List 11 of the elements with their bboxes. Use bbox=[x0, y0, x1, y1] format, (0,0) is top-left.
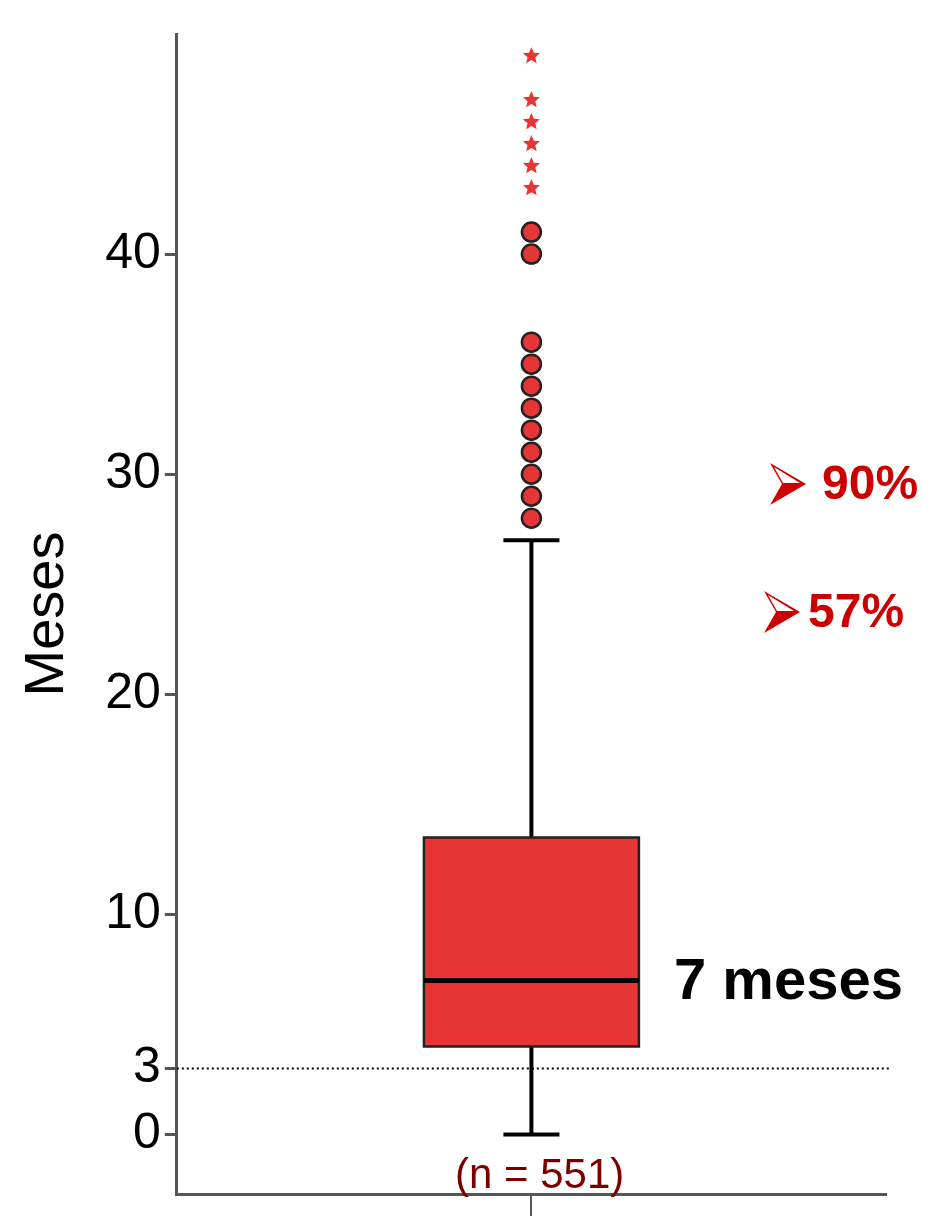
annotation: (n = 551) bbox=[455, 1150, 625, 1198]
y-tick-label: 3 bbox=[133, 1037, 161, 1094]
y-axis-title: Meses bbox=[12, 531, 76, 697]
y-tick-label: 20 bbox=[105, 663, 161, 720]
y-tick-label: 10 bbox=[105, 883, 161, 940]
annotation: 57% bbox=[808, 583, 905, 638]
y-tick-label: 30 bbox=[105, 443, 161, 500]
y-tick-label: 0 bbox=[133, 1103, 161, 1160]
annotation: 7 meses bbox=[674, 945, 903, 1012]
y-tick-label: 40 bbox=[105, 222, 161, 279]
annotation: 90% bbox=[822, 455, 919, 510]
